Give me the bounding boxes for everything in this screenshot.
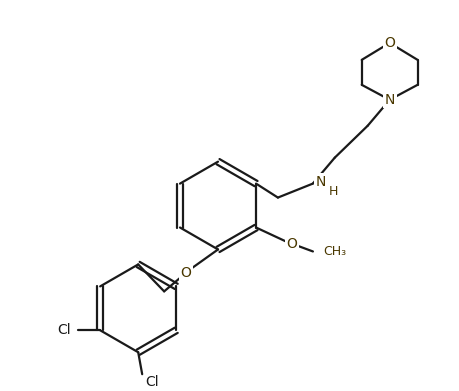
Text: N: N — [384, 93, 394, 107]
Text: O: O — [180, 266, 191, 280]
Text: Cl: Cl — [145, 375, 159, 389]
Text: O: O — [286, 237, 297, 251]
Text: Cl: Cl — [57, 323, 71, 337]
Text: N: N — [315, 175, 325, 188]
Text: CH₃: CH₃ — [322, 245, 345, 258]
Text: O: O — [383, 36, 394, 50]
Text: H: H — [328, 185, 338, 198]
